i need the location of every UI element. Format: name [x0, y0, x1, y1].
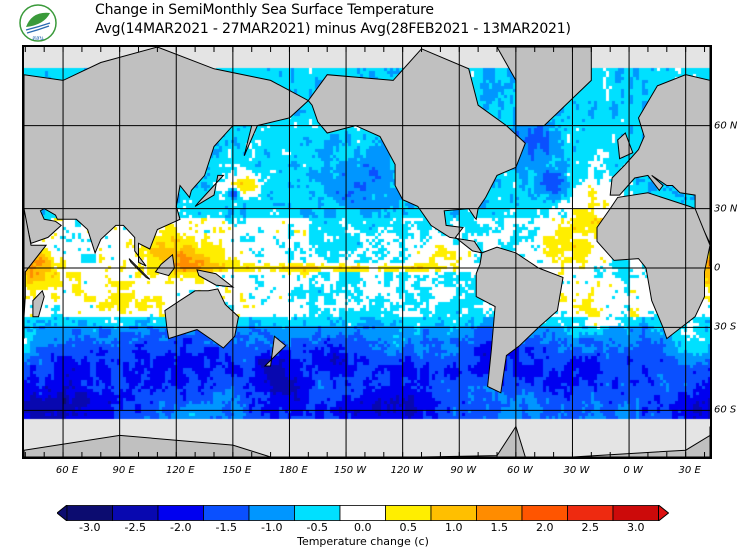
landmass-australia	[164, 288, 240, 349]
longitude-label: 90 E	[112, 465, 135, 476]
colorbar-tick-label: 1.5	[490, 521, 509, 534]
landmass-madagascar	[32, 289, 45, 318]
landmass-eurasia	[609, 47, 710, 267]
colorbar	[57, 505, 669, 521]
colorbar-tick-label: 0.0	[354, 521, 372, 534]
colorbar-swatch	[66, 505, 113, 521]
longitude-label: 90 W	[450, 465, 477, 476]
longitude-label: 30 E	[678, 465, 701, 476]
landmass-borneo	[154, 253, 175, 277]
longitude-label: 150 W	[333, 465, 367, 476]
colorbar-swatch	[430, 505, 477, 521]
colorbar-swatch	[294, 505, 341, 521]
longitude-label: 30 W	[563, 465, 590, 476]
landmass-south-america	[475, 246, 564, 394]
colorbar-tick-label: -2.5	[124, 521, 146, 534]
sst-change-map	[22, 45, 712, 459]
landmass-sumatra	[128, 258, 151, 280]
colorbar-tick-label: -0.5	[306, 521, 328, 534]
colorbar-swatch	[203, 505, 250, 521]
colorbar-tick-label: 0.5	[399, 521, 418, 534]
colorbar-tick-label: 1.0	[445, 521, 463, 534]
colorbar-tick-label: -3.0	[79, 521, 101, 534]
landmass-antarctica	[24, 425, 573, 457]
colorbar-tick-label: 2.0	[536, 521, 554, 534]
latitude-label: 0	[714, 262, 721, 274]
colorbar-label: Temperature change (c)	[297, 535, 429, 548]
colorbar-swatch	[521, 505, 568, 521]
landmass-japan	[194, 174, 225, 207]
longitude-label: 60 W	[506, 465, 533, 476]
landmass-africa	[596, 192, 710, 340]
colorbar-tick-label: 3.0	[627, 521, 645, 534]
landmass-britain	[617, 132, 634, 160]
landmass-new-guinea	[196, 269, 235, 288]
longitude-label: 120 W	[390, 465, 423, 476]
colorbar-under-arrow	[57, 505, 68, 521]
colorbar-swatch	[112, 505, 159, 521]
latitude-label: 30 S	[714, 321, 737, 333]
longitude-label: 60 E	[55, 465, 79, 476]
latitude-label: 60 S	[714, 404, 737, 416]
colorbar-tick-label: -2.0	[170, 521, 192, 534]
colorbar-swatch	[612, 505, 659, 521]
landmass-africa	[24, 192, 48, 339]
latitude-label: 30 N	[714, 203, 738, 215]
colorbar-tick-label: 2.5	[581, 521, 600, 534]
landmass-antarctica	[572, 426, 710, 457]
logo: สสน	[19, 4, 57, 42]
landmass-new-zealand	[263, 335, 287, 367]
longitude-label: 120 E	[165, 465, 195, 476]
colorbar-swatch	[385, 505, 432, 521]
colorbar-tick-label: -1.0	[261, 521, 283, 534]
colorbar-swatch	[476, 505, 523, 521]
longitude-label: 0 W	[623, 465, 643, 476]
longitude-label: 150 E	[222, 465, 252, 476]
colorbar-swatch	[157, 505, 204, 521]
colorbar-swatch	[339, 505, 386, 521]
colorbar-tick-label: -1.5	[215, 521, 237, 534]
landmass-greenland	[496, 47, 592, 127]
landmass-north-america	[307, 48, 526, 254]
landmass-eurasia	[24, 47, 310, 267]
colorbar-swatch	[248, 505, 295, 521]
svg-text:สสน: สสน	[32, 35, 43, 42]
map-overlay	[24, 47, 710, 457]
longitude-label: 180 E	[279, 465, 308, 476]
map-subtitle: Avg(14MAR2021 - 27MAR2021) minus Avg(28F…	[95, 21, 571, 37]
latitude-label: 60 N	[714, 120, 738, 132]
colorbar-over-arrow	[658, 505, 669, 521]
colorbar-swatch	[567, 505, 614, 521]
map-title: Change in SemiMonthly Sea Surface Temper…	[95, 2, 434, 18]
